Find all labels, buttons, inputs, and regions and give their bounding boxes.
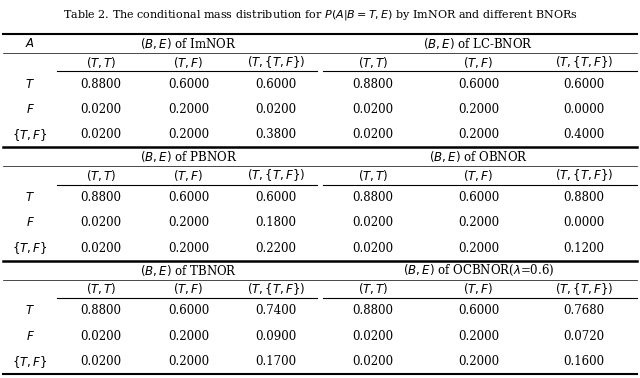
Text: $(T,\{T,F\})$: $(T,\{T,F\})$ xyxy=(247,167,305,183)
Text: 0.6000: 0.6000 xyxy=(563,77,605,91)
Text: $(T,F)$: $(T,F)$ xyxy=(463,54,493,70)
Text: 0.8800: 0.8800 xyxy=(352,191,394,204)
Text: 0.0200: 0.0200 xyxy=(352,216,394,229)
Text: $\{T,F\}$: $\{T,F\}$ xyxy=(12,127,48,143)
Text: 0.2000: 0.2000 xyxy=(168,355,209,368)
Text: 0.8800: 0.8800 xyxy=(352,77,394,91)
Text: 0.0000: 0.0000 xyxy=(563,103,605,116)
Text: 0.2000: 0.2000 xyxy=(458,216,499,229)
Text: $(T,F)$: $(T,F)$ xyxy=(463,281,493,296)
Text: 0.0200: 0.0200 xyxy=(80,128,122,141)
Text: 0.1800: 0.1800 xyxy=(255,216,297,229)
Text: 0.2000: 0.2000 xyxy=(168,216,209,229)
Text: $T$: $T$ xyxy=(25,191,35,204)
Text: 0.6000: 0.6000 xyxy=(458,191,499,204)
Text: 0.0200: 0.0200 xyxy=(80,103,122,116)
Text: 0.0200: 0.0200 xyxy=(255,103,297,116)
Text: 0.0200: 0.0200 xyxy=(80,216,122,229)
Text: 0.0720: 0.0720 xyxy=(563,330,605,343)
Text: 0.0200: 0.0200 xyxy=(352,103,394,116)
Text: 0.6000: 0.6000 xyxy=(168,77,209,91)
Text: $(T,T)$: $(T,T)$ xyxy=(86,281,116,296)
Text: 0.2200: 0.2200 xyxy=(255,242,297,255)
Text: 0.2000: 0.2000 xyxy=(168,103,209,116)
Text: $(T,\{T,F\})$: $(T,\{T,F\})$ xyxy=(555,167,613,183)
Text: $(B,E)$ of TBNOR: $(B,E)$ of TBNOR xyxy=(140,263,237,278)
Text: 0.0200: 0.0200 xyxy=(352,242,394,255)
Text: $(B,E)$ of LC-BNOR: $(B,E)$ of LC-BNOR xyxy=(424,36,533,51)
Text: 0.2000: 0.2000 xyxy=(458,330,499,343)
Text: Table 2. The conditional mass distribution for $P(A|B=T,E)$ by ImNOR and differe: Table 2. The conditional mass distributi… xyxy=(63,8,577,22)
Text: $(T,T)$: $(T,T)$ xyxy=(86,168,116,183)
Text: 0.1600: 0.1600 xyxy=(563,355,605,368)
Text: $T$: $T$ xyxy=(25,304,35,318)
Text: $A$: $A$ xyxy=(25,37,35,50)
Text: 0.8800: 0.8800 xyxy=(563,191,605,204)
Text: $(T,T)$: $(T,T)$ xyxy=(358,281,388,296)
Text: 0.2000: 0.2000 xyxy=(168,128,209,141)
Text: 0.0200: 0.0200 xyxy=(352,355,394,368)
Text: $(T,T)$: $(T,T)$ xyxy=(358,54,388,70)
Text: $F$: $F$ xyxy=(26,330,35,343)
Text: 0.2000: 0.2000 xyxy=(458,242,499,255)
Text: 0.6000: 0.6000 xyxy=(255,191,297,204)
Text: 0.0200: 0.0200 xyxy=(80,330,122,343)
Text: 0.8800: 0.8800 xyxy=(81,304,122,318)
Text: 0.6000: 0.6000 xyxy=(168,191,209,204)
Text: 0.6000: 0.6000 xyxy=(458,304,499,318)
Text: 0.0200: 0.0200 xyxy=(80,355,122,368)
Text: 0.1200: 0.1200 xyxy=(563,242,605,255)
Text: 0.0200: 0.0200 xyxy=(352,128,394,141)
Text: 0.1700: 0.1700 xyxy=(255,355,297,368)
Text: 0.3800: 0.3800 xyxy=(255,128,297,141)
Text: 0.2000: 0.2000 xyxy=(168,330,209,343)
Text: $(B,E)$ of OCBNOR($\lambda$=0.6): $(B,E)$ of OCBNOR($\lambda$=0.6) xyxy=(403,263,554,278)
Text: $\{T,F\}$: $\{T,F\}$ xyxy=(12,353,48,370)
Text: $(T,T)$: $(T,T)$ xyxy=(358,168,388,183)
Text: $\{T,F\}$: $\{T,F\}$ xyxy=(12,240,48,256)
Text: $(T,F)$: $(T,F)$ xyxy=(463,168,493,183)
Text: 0.2000: 0.2000 xyxy=(458,128,499,141)
Text: 0.6000: 0.6000 xyxy=(458,77,499,91)
Text: $(T,\{T,F\})$: $(T,\{T,F\})$ xyxy=(247,54,305,70)
Text: $T$: $T$ xyxy=(25,77,35,91)
Text: 0.7400: 0.7400 xyxy=(255,304,297,318)
Text: 0.2000: 0.2000 xyxy=(168,242,209,255)
Text: $(T,\{T,F\})$: $(T,\{T,F\})$ xyxy=(555,281,613,297)
Text: 0.8800: 0.8800 xyxy=(352,304,394,318)
Text: $(B,E)$ of PBNOR: $(B,E)$ of PBNOR xyxy=(140,149,237,164)
Text: 0.0900: 0.0900 xyxy=(255,330,297,343)
Text: $(T,F)$: $(T,F)$ xyxy=(173,54,204,70)
Text: $(B,E)$ of ImNOR: $(B,E)$ of ImNOR xyxy=(140,36,237,51)
Text: $F$: $F$ xyxy=(26,216,35,229)
Text: 0.7680: 0.7680 xyxy=(563,304,605,318)
Text: 0.6000: 0.6000 xyxy=(168,304,209,318)
Text: 0.0200: 0.0200 xyxy=(80,242,122,255)
Text: 0.8800: 0.8800 xyxy=(81,77,122,91)
Text: $F$: $F$ xyxy=(26,103,35,116)
Text: 0.0000: 0.0000 xyxy=(563,216,605,229)
Text: 0.6000: 0.6000 xyxy=(255,77,297,91)
Text: 0.2000: 0.2000 xyxy=(458,103,499,116)
Text: $(T,\{T,F\})$: $(T,\{T,F\})$ xyxy=(247,281,305,297)
Text: 0.0200: 0.0200 xyxy=(352,330,394,343)
Text: $(T,T)$: $(T,T)$ xyxy=(86,54,116,70)
Text: 0.2000: 0.2000 xyxy=(458,355,499,368)
Text: 0.4000: 0.4000 xyxy=(563,128,605,141)
Text: 0.8800: 0.8800 xyxy=(81,191,122,204)
Text: $(T,F)$: $(T,F)$ xyxy=(173,281,204,296)
Text: $(B,E)$ of OBNOR: $(B,E)$ of OBNOR xyxy=(429,149,528,164)
Text: $(T,\{T,F\})$: $(T,\{T,F\})$ xyxy=(555,54,613,70)
Text: $(T,F)$: $(T,F)$ xyxy=(173,168,204,183)
